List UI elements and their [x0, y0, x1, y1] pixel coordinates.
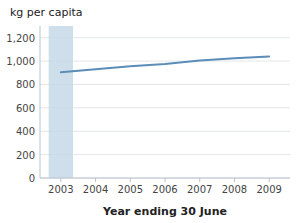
x-axis-label: Year ending 30 June [102, 205, 227, 218]
y-tick-label: 800 [16, 79, 35, 90]
x-tick [165, 178, 166, 182]
x-tick-label: 2006 [152, 184, 177, 195]
x-tick [269, 178, 270, 182]
x-tick-label: 2009 [256, 184, 281, 195]
line [61, 56, 269, 72]
x-tick [234, 178, 235, 182]
x-tick [60, 178, 61, 182]
x-tick [95, 178, 96, 182]
y-axis-label: kg per capita [10, 6, 83, 19]
highlight-band [49, 26, 73, 178]
grid-line [40, 37, 290, 38]
y-axis-line [40, 26, 41, 178]
grid-line [40, 131, 290, 132]
x-tick-label: 2007 [187, 184, 212, 195]
y-tick-label: 1,000 [6, 56, 35, 67]
grid-line [40, 61, 290, 62]
y-tick-label: 200 [16, 150, 35, 161]
chart-container: 0 200 400 600 800 1,000 1,200 2003 2004 2005 2006 2… [0, 0, 300, 223]
y-tick-label: 600 [16, 103, 35, 114]
x-tick [130, 178, 131, 182]
x-tick-label: 2003 [48, 184, 73, 195]
x-tick-label: 2008 [222, 184, 247, 195]
x-tick-label: 2005 [118, 184, 143, 195]
x-tick [199, 178, 200, 182]
y-tick-label: 1,200 [6, 33, 35, 44]
grid-line [40, 84, 290, 85]
y-tick-label: 0 [29, 173, 35, 184]
plot-area [49, 26, 269, 178]
grid-line [40, 107, 290, 108]
grid-line [40, 154, 290, 155]
chart: 0 200 400 600 800 1,000 1,200 2003 2004 2005 2006 2… [0, 0, 300, 223]
x-tick-label: 2004 [83, 184, 108, 195]
y-grid [40, 38, 290, 178]
y-tick-label: 400 [16, 126, 35, 137]
